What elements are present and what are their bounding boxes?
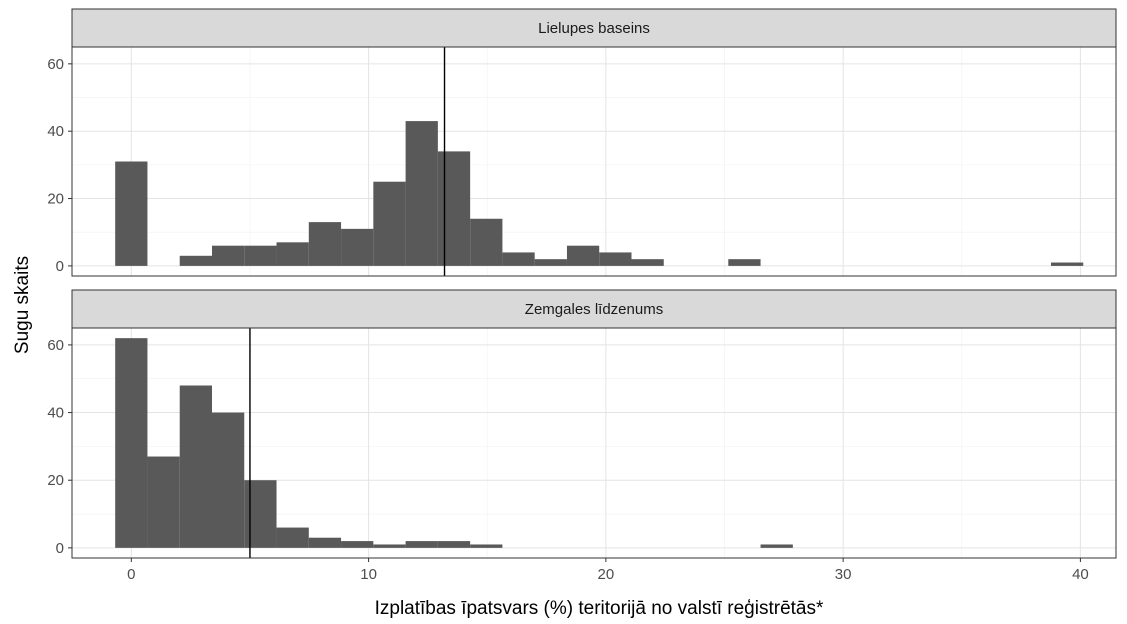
- y-tick-label: 40: [47, 405, 64, 422]
- x-tick-label: 40: [1072, 566, 1089, 583]
- histogram-bar: [147, 456, 180, 548]
- histogram-bar: [566, 245, 600, 266]
- facet-strip: [71, 8, 1117, 48]
- x-tick-label: 0: [127, 566, 135, 583]
- histogram-bar: [437, 151, 471, 266]
- facet-strip-label: Zemgales līdzenums: [525, 301, 663, 318]
- histogram-bars: [115, 121, 1084, 266]
- histogram-bar: [502, 252, 535, 266]
- histogram-bar: [115, 338, 148, 548]
- histogram-bar: [179, 255, 212, 266]
- facet-strip-label: Lielupes baseins: [538, 20, 650, 37]
- histogram-bar: [534, 259, 567, 266]
- histogram-bar: [631, 259, 664, 266]
- histogram-bar: [276, 242, 309, 266]
- x-tick-label: 10: [360, 566, 377, 583]
- panel-border: [71, 327, 1117, 559]
- y-tick-label: 60: [47, 56, 64, 73]
- y-tick-label: 20: [47, 191, 64, 208]
- y-tick-label: 40: [47, 123, 64, 140]
- histogram-bar: [437, 541, 471, 548]
- histogram-bar: [599, 252, 632, 266]
- histogram-bar: [728, 259, 761, 266]
- panel-border: [71, 46, 1117, 277]
- histogram-bar: [244, 245, 277, 266]
- histogram-bar: [341, 541, 374, 548]
- histogram-bar: [308, 222, 342, 266]
- histogram-bar: [405, 121, 438, 266]
- x-axis: 0 10 20 30 40: [127, 558, 1089, 583]
- histogram-bar: [470, 218, 503, 266]
- panel-background: [72, 47, 1116, 276]
- histogram-bar: [470, 544, 503, 548]
- y-tick-label: 60: [47, 337, 64, 354]
- histogram-bar: [115, 161, 148, 266]
- x-axis-title: Izplatības īpatsvars (%) teritorijā no v…: [375, 598, 824, 619]
- y-axis: 0 20 40 60: [47, 337, 72, 557]
- histogram-bar: [179, 385, 212, 548]
- x-tick-label: 30: [835, 566, 852, 583]
- y-axis-title: Sugu skaits: [12, 256, 33, 354]
- facet-strip: [71, 289, 1117, 329]
- histogram-bar: [244, 480, 277, 548]
- histogram-bar: [211, 412, 245, 548]
- histogram-bar: [405, 541, 438, 548]
- histogram-bar: [308, 537, 342, 548]
- y-axis: 0 20 40 60: [47, 56, 72, 275]
- y-tick-label: 0: [56, 540, 64, 557]
- facet-panel-2: Zemgales līdzenums 0 20 40 60: [47, 289, 1117, 559]
- histogram-bar: [373, 181, 406, 266]
- y-tick-label: 20: [47, 472, 64, 489]
- histogram-bar: [760, 544, 793, 548]
- x-tick-label: 20: [598, 566, 615, 583]
- y-tick-label: 0: [56, 258, 64, 275]
- histogram-bar: [373, 544, 406, 548]
- histogram-bar: [211, 245, 245, 266]
- histogram-bar: [341, 228, 374, 266]
- facet-panel-1: Lielupes baseins 0 20 40 60: [47, 8, 1117, 277]
- histogram-bar: [276, 527, 309, 548]
- histogram-bar: [1050, 262, 1084, 266]
